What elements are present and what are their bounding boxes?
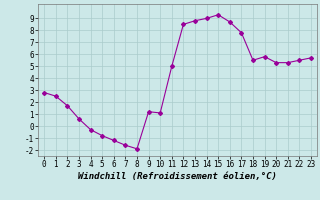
X-axis label: Windchill (Refroidissement éolien,°C): Windchill (Refroidissement éolien,°C)	[78, 172, 277, 181]
